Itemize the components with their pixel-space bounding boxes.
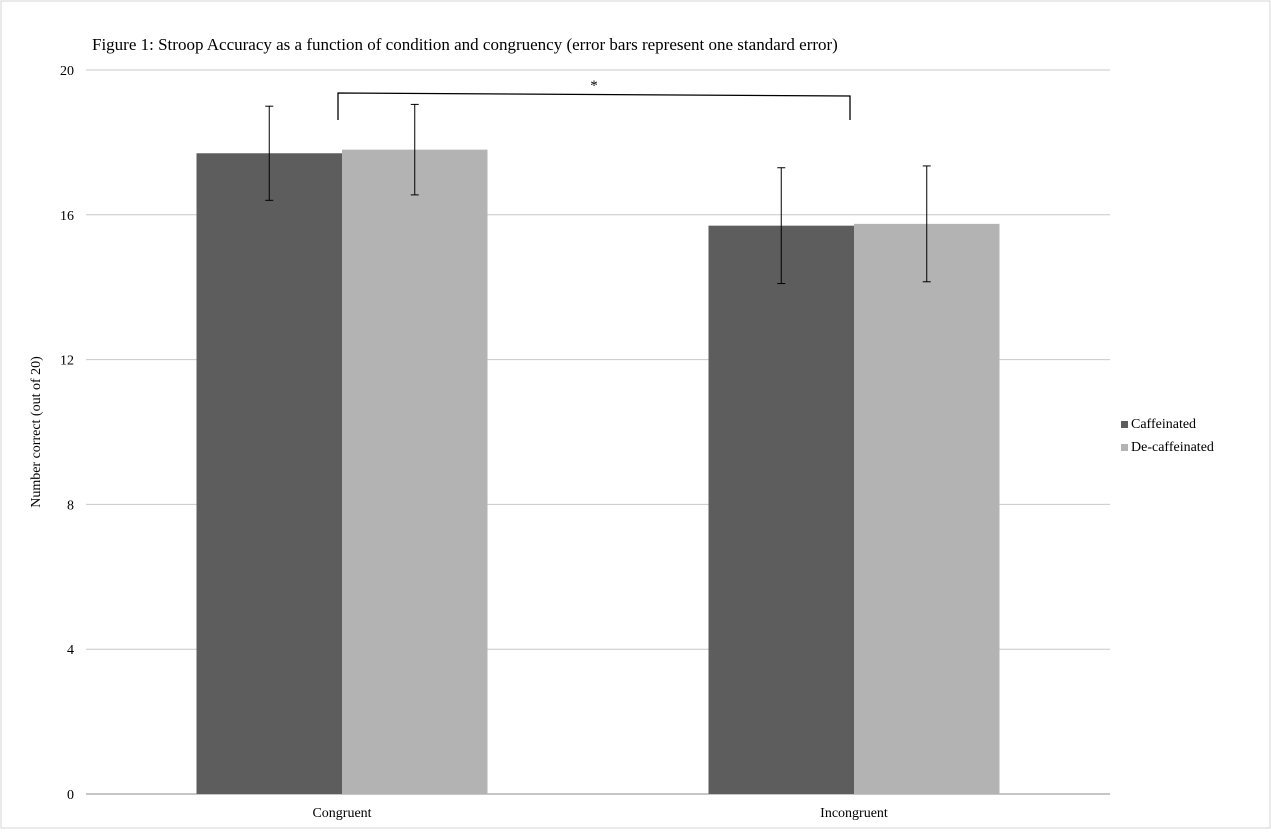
significance-bracket: [337, 92, 851, 120]
bar: [342, 149, 488, 794]
bar: [708, 225, 854, 794]
y-axis-label: Number correct (out of 20): [29, 356, 44, 508]
x-axis-labels: Congruent Incongruent: [312, 806, 887, 821]
significance-marker: *: [590, 78, 598, 94]
legend-label: De-caffeinated: [1131, 440, 1214, 455]
annotations: *: [337, 78, 851, 120]
y-tick-label: 8: [67, 498, 74, 513]
error-bars: [265, 103, 931, 285]
legend-swatch: [1121, 421, 1128, 428]
y-axis-ticks: 0 4 8 12 16 20: [60, 64, 74, 803]
legend: Caffeinated De-caffeinated: [1121, 417, 1214, 455]
bar: [854, 223, 1000, 795]
bar: [196, 153, 342, 794]
y-tick-label: 12: [60, 354, 74, 369]
y-tick-label: 0: [67, 788, 74, 803]
x-tick-label: Congruent: [312, 806, 371, 821]
chart-title: Figure 1: Stroop Accuracy as a function …: [92, 35, 838, 54]
y-tick-label: 16: [60, 209, 74, 224]
y-tick-label: 20: [60, 64, 74, 79]
bars: [196, 149, 1000, 795]
legend-label: Caffeinated: [1131, 417, 1196, 432]
legend-swatch: [1121, 444, 1128, 451]
y-tick-label: 4: [67, 643, 74, 658]
x-tick-label: Incongruent: [820, 806, 888, 821]
